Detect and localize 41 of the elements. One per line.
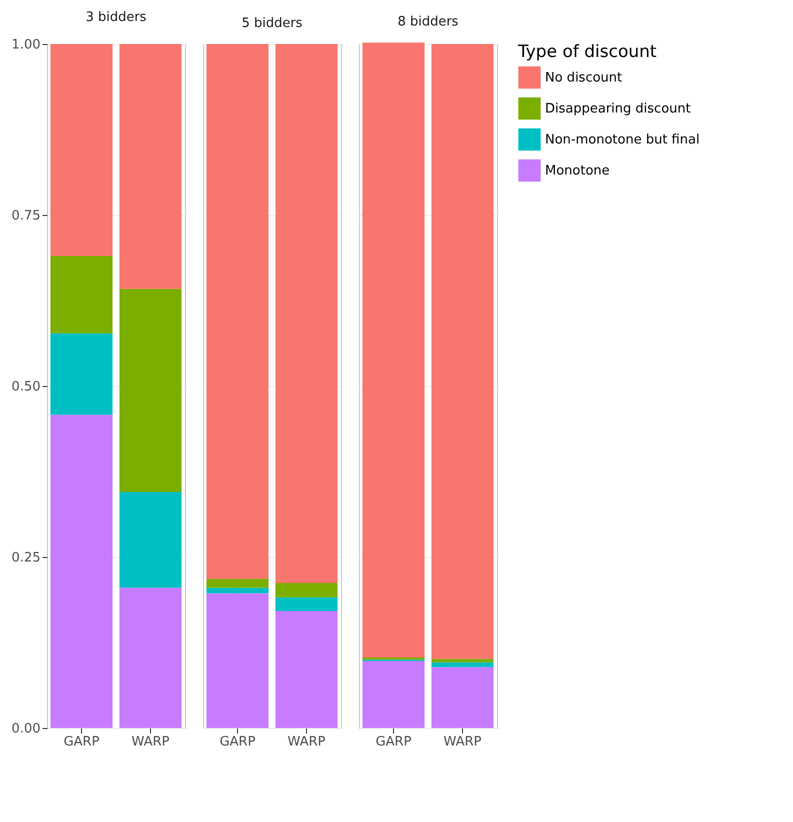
- bar: [50, 333, 113, 415]
- bar: [431, 662, 494, 668]
- x-tick-label: GARP: [376, 734, 412, 750]
- bar: [119, 492, 182, 588]
- y-tick-label: 0.25: [12, 550, 40, 566]
- bar: [50, 414, 113, 728]
- y-tick-label: 0.75: [12, 208, 40, 224]
- bar: [50, 256, 113, 334]
- chart-title: 3 bidders: [86, 10, 147, 25]
- legend-label: Monotone: [545, 164, 610, 178]
- chart-title: 8 bidders: [398, 14, 459, 30]
- bar: [275, 611, 338, 728]
- y-tick-label: 0.00: [12, 722, 40, 736]
- bar: [431, 658, 494, 662]
- x-tick-label: WARP: [444, 734, 482, 750]
- bar: [275, 597, 338, 612]
- legend-label: Disappearing discount: [545, 102, 691, 116]
- bar: [275, 44, 338, 583]
- x-tick-label: WARP: [288, 734, 326, 750]
- bar: [50, 44, 113, 256]
- bar: [206, 593, 269, 728]
- bar: [275, 582, 338, 598]
- y-tick-label: 1.00: [12, 38, 40, 52]
- legend-title: Type of discount: [517, 42, 657, 62]
- bar: [206, 578, 269, 588]
- bar: [362, 42, 425, 658]
- y-tick-label: 0.50: [12, 380, 40, 394]
- legend-label: Non-monotone but final: [545, 132, 700, 148]
- legend-label: No discount: [545, 70, 622, 86]
- x-tick-label: GARP: [64, 734, 100, 750]
- x-tick-label: WARP: [132, 734, 170, 750]
- bar: [119, 44, 182, 289]
- bar: [206, 44, 269, 579]
- bar: [362, 660, 425, 728]
- bar: [119, 588, 182, 728]
- bar: [119, 288, 182, 492]
- bar: [431, 44, 494, 659]
- bar: [431, 667, 494, 728]
- chart-title: 5 bidders: [242, 16, 303, 31]
- bar: [206, 588, 269, 594]
- x-tick-label: GARP: [220, 734, 256, 750]
